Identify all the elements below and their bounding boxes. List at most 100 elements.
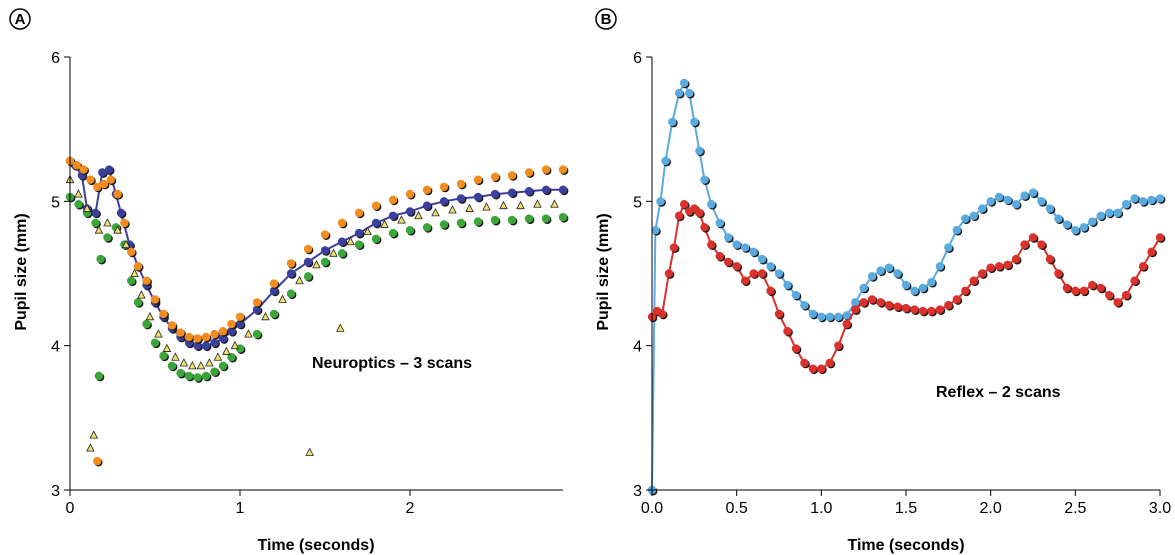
- panel-b-series-0-point-41: [961, 214, 970, 223]
- panel-b-series-0-point-62: [1138, 197, 1148, 206]
- panel-a-badge-icon: [9, 8, 31, 30]
- panel-b-series-0-point-36: [918, 283, 928, 293]
- panel-a-series-3-point-38: [550, 199, 559, 208]
- panel-a-series-1-point-23: [252, 298, 262, 307]
- panel-a-series-1-point-6: [106, 175, 116, 184]
- panel-a-y-tick-label: 5: [51, 194, 60, 211]
- panel-b-series-0-point-28: [851, 298, 860, 307]
- panel-b-series-0-point-7: [685, 88, 694, 98]
- panel-a-series-0-point-8: [116, 208, 126, 218]
- panel-a-series-2-point-25: [303, 272, 313, 281]
- panel-a-series-0-point-18: [201, 341, 211, 350]
- panel-a-series-1-point-40: [541, 165, 551, 174]
- panel-a-marks: [65, 156, 569, 467]
- panel-a-series-1-point-18: [201, 332, 211, 342]
- panel-a-series-2-point-13: [167, 361, 177, 371]
- panel-a-series-2-point-18: [210, 367, 219, 376]
- panel-a-series-3-point-37: [533, 199, 542, 208]
- panel-a-series-2-point-24: [286, 289, 296, 298]
- panel-b: B 3 4 5 6 0.0 0.5 1.0 1.5 2.0 2.5 3.0 Reflex – 2 s…: [595, 8, 1171, 554]
- panel-a-series-1-point-15: [176, 328, 185, 337]
- panel-a-series-3-point-6: [121, 239, 131, 249]
- panel-a-series-1-point-25: [286, 259, 296, 268]
- panel-b-series-1-point-11: [707, 240, 716, 249]
- panel-a-series-2-point-27: [337, 249, 347, 258]
- panel-a-series-3-point-18: [222, 346, 231, 355]
- panel-b-series-1-point-38: [935, 305, 945, 314]
- panel-b-series-0-point-4: [668, 117, 677, 127]
- panel-b-series-0-point-12: [715, 218, 724, 228]
- panel-b-series-1-point-62: [1138, 262, 1148, 271]
- panel-a-series-3-point-40: [86, 443, 95, 452]
- panel-b-series-0-point-32: [884, 263, 894, 272]
- panel-a-series-0-point-41: [558, 185, 568, 194]
- panel-a-series-0-point-4: [91, 208, 100, 218]
- panel-a-series-3-point-9: [145, 311, 155, 321]
- panel-b-series-1-point-48: [1020, 240, 1029, 249]
- panel-b-series-1-point-40: [952, 295, 961, 304]
- panel-a-series-3-point-28: [380, 219, 389, 228]
- panel-b-series-1-point-53: [1062, 283, 1072, 293]
- panel-a-series-2-point-22: [252, 329, 262, 339]
- panel-a-series-3-point-33: [465, 203, 474, 212]
- panel-b-series-0-point-1: [651, 226, 660, 235]
- panel-a-x-tick-label: 0: [66, 500, 75, 517]
- panel-a-annotation: Neuroptics – 3 scans: [312, 355, 472, 372]
- panel-b-series-1-point-60: [1121, 290, 1131, 300]
- panel-a-series-3-point-13: [179, 358, 189, 367]
- panel-b-series-0-point-15: [740, 243, 750, 252]
- panel-a-series-2-point-30: [388, 228, 398, 238]
- panel-a-series-1-point-29: [354, 208, 364, 218]
- panel-a-series-2-point-23: [269, 309, 279, 319]
- panel-b-axes: 3 4 5 6 0.0 0.5 1.0 1.5 2.0 2.5 3.0: [633, 50, 1171, 517]
- panel-a-series-3-point-12: [171, 352, 180, 361]
- panel-b-series-0-point-25: [825, 312, 834, 321]
- panel-b-series-1-point-58: [1105, 290, 1114, 300]
- panel-b-annotation: Reflex – 2 scans: [936, 384, 1061, 401]
- panel-b-series-0-point-34: [901, 280, 911, 290]
- panel-b-series-1-point-4: [669, 243, 679, 252]
- panel-b-series-1-point-22: [800, 358, 809, 368]
- panel-a-series-1-point-9: [127, 247, 136, 257]
- panel-a-series-1-point-41: [558, 165, 568, 174]
- panel-a-series-3-point-17: [213, 352, 223, 361]
- panel-a-series-1-point-3: [86, 175, 95, 184]
- panel-b-series-1-point-33: [893, 302, 902, 311]
- panel-b-series-0-point-2: [656, 197, 665, 206]
- panel-b-series-1-point-64: [1155, 233, 1165, 242]
- panel-b-series-0-point-5: [674, 88, 684, 98]
- panel-b-series-1-point-52: [1054, 269, 1063, 278]
- panel-a-y-tick-label: 6: [51, 50, 60, 67]
- panel-a-series-0-point-19: [210, 338, 219, 347]
- panel-a-series-0-point-36: [473, 192, 483, 202]
- panel-b-series-0-point-46: [1003, 195, 1012, 205]
- panel-b-series-0-point-11: [707, 200, 716, 209]
- panel-a-series-3-point-15: [196, 360, 206, 370]
- panel-b-x-tick-label: 2.5: [1064, 500, 1086, 517]
- panel-b-series-1-point-46: [1003, 260, 1012, 270]
- panel-a-series-1-point-28: [337, 218, 347, 228]
- panel-a-series-2-point-19: [218, 361, 228, 371]
- panel-b-series-1-point-55: [1079, 286, 1089, 296]
- panel-a-series-3-point-31: [431, 208, 440, 217]
- panel-a-series-1-point-2: [79, 165, 88, 174]
- panel-a-series-1-point-8: [120, 218, 129, 228]
- panel-a-series-2-point-26: [320, 257, 330, 267]
- panel-a-series-1-point-1: [72, 161, 82, 170]
- panel-a-series-0-point-37: [490, 189, 500, 199]
- panel-a-series-0-point-28: [337, 237, 347, 246]
- panel-b-series-1-point-13: [724, 257, 733, 267]
- panel-b-series-1-point-41: [961, 286, 970, 296]
- panel-b-y-axis-title: Pupil size (mm): [595, 213, 612, 330]
- panel-a-series-3-point-4: [103, 218, 112, 227]
- panel-b-series-0-point-63: [1147, 195, 1156, 205]
- panel-b-series-1-point-44: [986, 263, 995, 272]
- panel-a-series-1-point-24: [269, 279, 279, 288]
- panel-a-series-0-point-5: [98, 168, 107, 177]
- panel-b-series-1-point-57: [1096, 283, 1105, 293]
- panel-b-series-0-point-55: [1079, 223, 1089, 232]
- panel-a-series-1-point-37: [490, 172, 500, 181]
- panel-b-series-1-point-10: [700, 223, 709, 232]
- panel-a-series-1-point-21: [227, 319, 236, 329]
